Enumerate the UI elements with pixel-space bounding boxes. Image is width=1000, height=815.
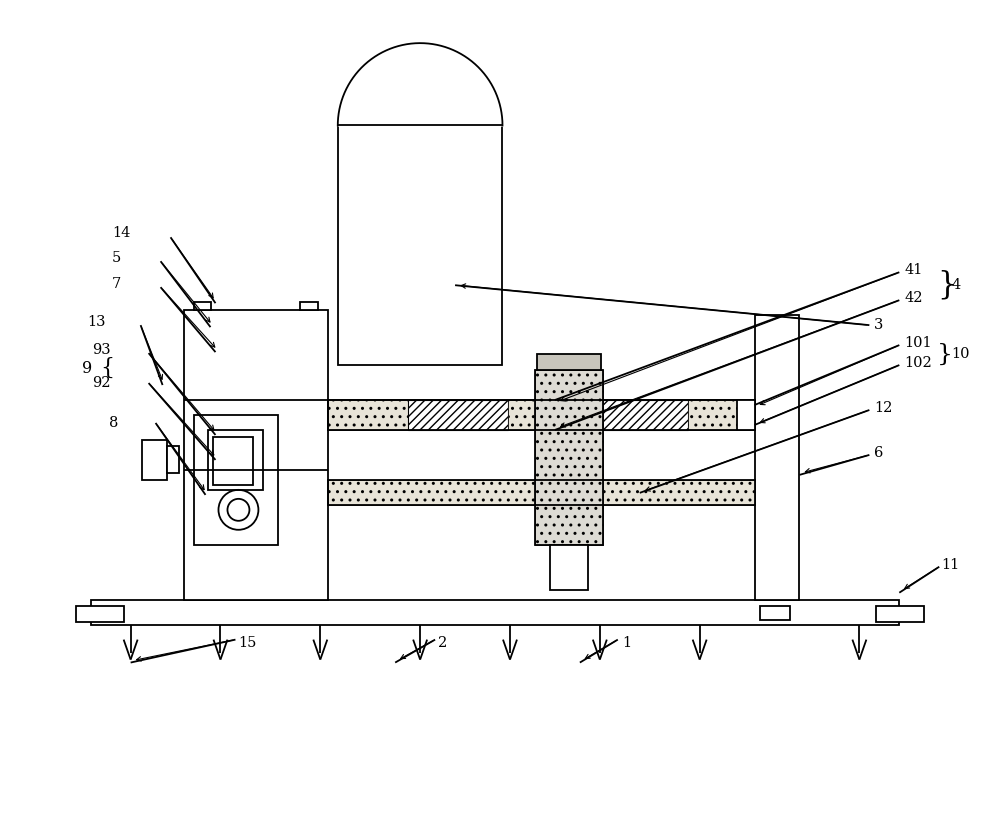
Bar: [167, 446, 179, 473]
Bar: [328, 400, 755, 430]
Bar: [194, 302, 211, 311]
Text: 93: 93: [92, 343, 111, 357]
Bar: [328, 480, 755, 504]
Text: 12: 12: [874, 401, 893, 415]
Bar: [328, 480, 755, 504]
Text: }: }: [937, 342, 953, 366]
Text: 41: 41: [904, 263, 923, 277]
Text: 11: 11: [941, 557, 959, 572]
Text: 3: 3: [874, 318, 884, 333]
Text: 8: 8: [109, 416, 119, 430]
Text: 102: 102: [904, 356, 932, 370]
Bar: [300, 302, 318, 311]
Bar: [76, 606, 124, 622]
Bar: [338, 126, 502, 365]
Bar: [91, 600, 899, 624]
Bar: [213, 437, 253, 485]
Bar: [737, 400, 755, 430]
Bar: [194, 415, 278, 544]
Bar: [184, 311, 328, 600]
Text: 6: 6: [874, 446, 884, 460]
Bar: [688, 400, 755, 430]
Text: 7: 7: [111, 277, 121, 291]
Text: 9: 9: [82, 359, 93, 377]
Text: 2: 2: [438, 636, 447, 650]
Text: 14: 14: [112, 227, 131, 240]
Text: 5: 5: [111, 251, 121, 265]
Text: 92: 92: [92, 376, 111, 390]
Bar: [760, 606, 790, 619]
Text: 42: 42: [904, 291, 923, 305]
Bar: [548, 400, 688, 430]
Text: 1: 1: [622, 636, 631, 650]
Text: 10: 10: [951, 347, 970, 361]
Bar: [535, 370, 603, 544]
Bar: [550, 544, 588, 590]
Text: 13: 13: [87, 315, 106, 329]
Bar: [508, 400, 548, 430]
Bar: [208, 430, 263, 490]
Bar: [328, 400, 755, 430]
Text: 4: 4: [951, 278, 960, 293]
Bar: [328, 400, 408, 430]
Text: 15: 15: [238, 636, 257, 650]
Bar: [408, 400, 508, 430]
Bar: [876, 606, 924, 622]
Bar: [537, 354, 601, 370]
Text: {: {: [101, 357, 115, 379]
Bar: [755, 315, 799, 600]
Text: }: }: [937, 270, 957, 301]
Bar: [142, 440, 167, 480]
Text: 101: 101: [904, 336, 932, 350]
Bar: [535, 370, 603, 544]
